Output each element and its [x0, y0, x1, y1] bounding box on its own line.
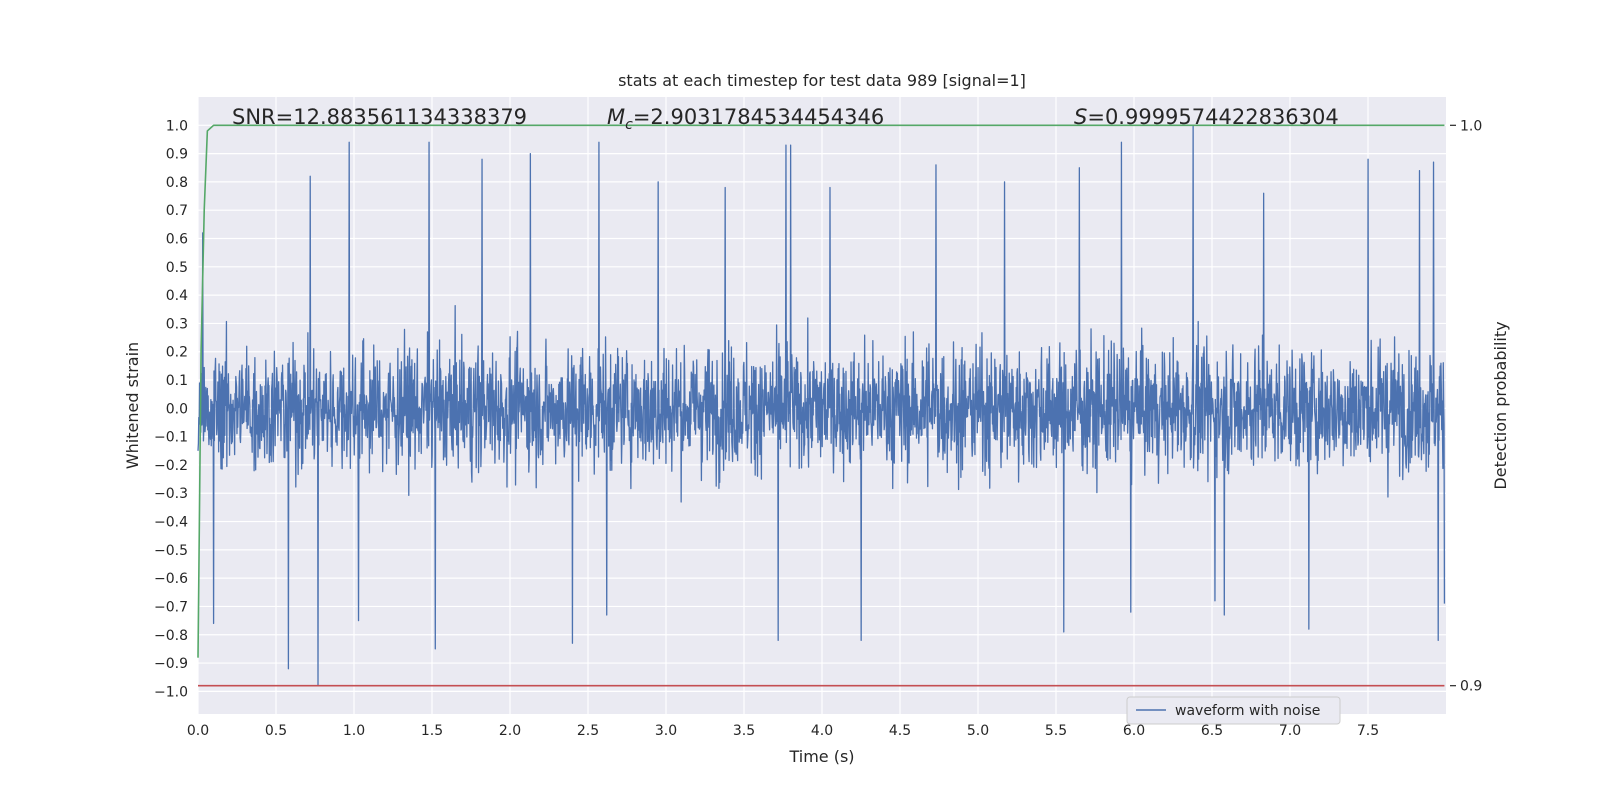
chart-title: stats at each timestep for test data 989… [618, 71, 1026, 90]
y-tick-label: 0.1 [166, 373, 188, 389]
x-tick-label: 0.0 [187, 723, 209, 739]
y-tick-label: −0.8 [154, 628, 188, 644]
x-tick-label: 1.5 [421, 723, 443, 739]
y-tick-label: 0.3 [166, 316, 188, 332]
y-tick-label: −0.6 [154, 571, 188, 587]
x-tick-label: 4.5 [889, 723, 911, 739]
y-tick-label: −0.9 [154, 656, 188, 672]
y-tick-label: −0.2 [154, 458, 188, 474]
y-axis-label: Whitened strain [123, 342, 142, 469]
x-tick-label: 2.0 [499, 723, 521, 739]
x-tick-label: 0.5 [265, 723, 287, 739]
chirp-mass-value: =2.9031784534454346 [633, 105, 884, 129]
y-tick-label: −0.7 [154, 599, 188, 615]
ticks-layer: 0.0 0.5 1.0 1.5 2.0 2.5 3.0 3.5 4.0 4.5 5.0 5.5 6.0 6… [154, 118, 1482, 739]
series-line-waveform [197, 124, 1446, 687]
y-tick-label: 1.0 [166, 118, 188, 134]
legend-entry-waveform: waveform with noise [1175, 703, 1320, 719]
x-tick-label: 5.0 [967, 723, 989, 739]
x-tick-label: 4.0 [811, 723, 833, 739]
annotation-statistic: S=0.9999574422836304 [1074, 105, 1339, 129]
y-tick-label: −0.4 [154, 515, 188, 531]
y-tick-label: −1.0 [154, 684, 188, 700]
y-tick-label: 0.8 [166, 175, 188, 191]
legend: waveform with noise [1126, 696, 1341, 725]
y2-tick-label: 1.0 [1460, 118, 1482, 134]
x-tick-label: 7.5 [1357, 723, 1379, 739]
y-tick-label: 0.2 [166, 345, 188, 361]
y-tick-label: 0.7 [166, 203, 188, 219]
y-tick-label: −0.3 [154, 486, 188, 502]
y-tick-label: 0.6 [166, 232, 188, 248]
x-tick-label: 2.5 [577, 723, 599, 739]
legend-box [1126, 696, 1341, 725]
annotation-snr: SNR=12.883561134338379 [232, 105, 527, 129]
x-tick-label: 3.0 [655, 723, 677, 739]
x-tick-label: 1.0 [343, 723, 365, 739]
y-tick-label: 0.5 [166, 260, 188, 276]
series-line-detection-probability [197, 124, 1445, 658]
y-tick-label: −0.5 [154, 543, 188, 559]
y-tick-label: 0.4 [166, 288, 188, 304]
y-tick-label: −0.1 [154, 430, 188, 446]
series-layer [197, 124, 1446, 687]
y2-axis-label: Detection probability [1491, 321, 1510, 489]
chirp-mass-subscript: c [625, 117, 633, 133]
annotation-chirp-mass: Mc=2.9031784534454346 [607, 105, 884, 133]
x-tick-label: 7.0 [1279, 723, 1301, 739]
statistic-symbol: S [1074, 105, 1087, 129]
y-tick-label: 0.0 [166, 401, 188, 417]
x-tick-label: 5.5 [1045, 723, 1067, 739]
x-tick-label: 6.5 [1201, 723, 1223, 739]
x-tick-label: 3.5 [733, 723, 755, 739]
x-tick-label: 6.0 [1123, 723, 1145, 739]
chirp-mass-symbol: M [607, 105, 625, 129]
x-axis-label: Time (s) [788, 747, 854, 766]
y-tick-label: 0.9 [166, 147, 188, 163]
statistic-value: =0.9999574422836304 [1087, 105, 1338, 129]
y2-tick-label: 0.9 [1460, 679, 1482, 695]
